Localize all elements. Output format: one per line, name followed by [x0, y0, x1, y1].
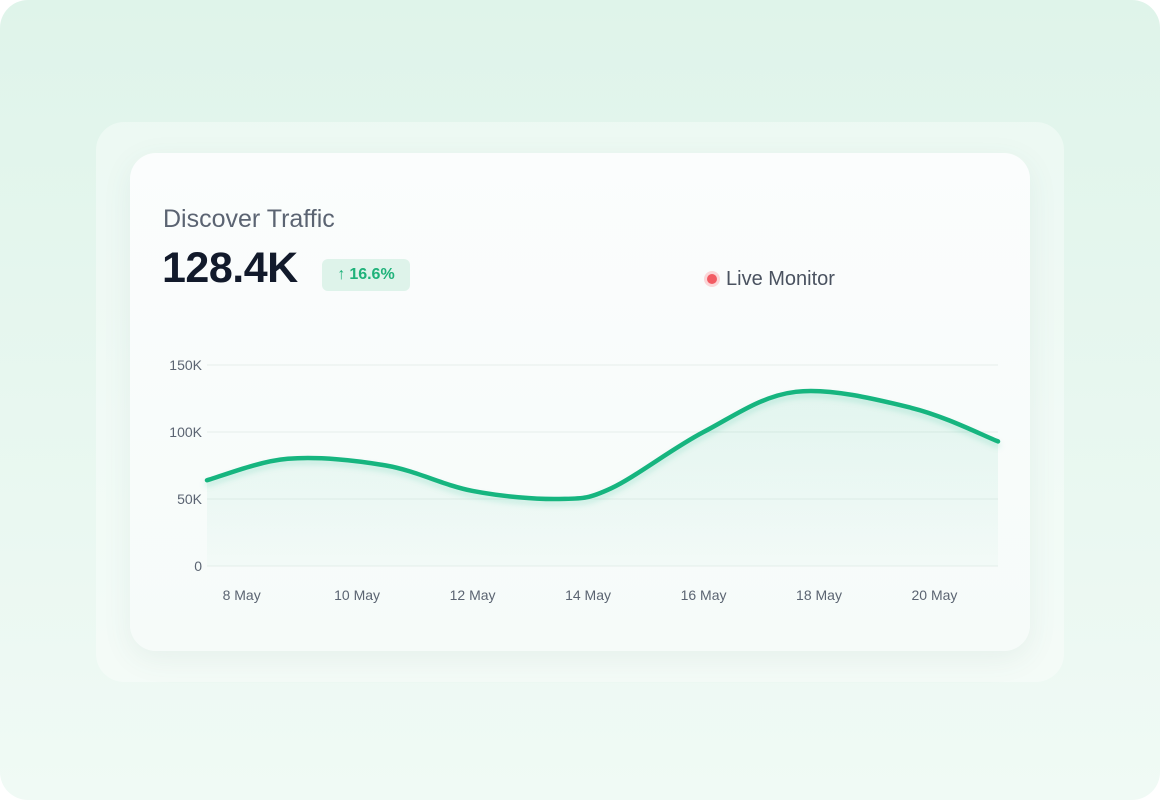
x-tick-label: 10 May: [334, 587, 380, 603]
x-tick-label: 18 May: [796, 587, 842, 603]
x-tick-label: 8 May: [223, 587, 261, 603]
x-axis-ticks: 8 May 10 May 12 May 14 May 16 May 18 May 20 Ma…: [223, 587, 958, 603]
change-badge: ↑ 16.6%: [322, 259, 410, 291]
y-tick-label: 150K: [169, 357, 202, 373]
area-layer: [207, 390, 998, 566]
y-tick-label: 0: [194, 558, 202, 574]
card-title: Discover Traffic: [163, 205, 335, 233]
series-line: [204, 388, 1001, 502]
y-axis-ticks: 0 50K 100K 150K: [169, 357, 202, 574]
series-area: [207, 390, 998, 566]
y-tick-label: 100K: [169, 424, 202, 440]
x-tick-label: 16 May: [681, 587, 727, 603]
traffic-total: 128.4K: [162, 244, 298, 292]
live-monitor-indicator[interactable]: Live Monitor: [704, 266, 835, 292]
y-tick-label: 50K: [177, 491, 203, 507]
live-dot-icon: [707, 274, 717, 284]
live-monitor-label: Live Monitor: [726, 267, 835, 290]
arrow-up-icon: ↑: [337, 266, 346, 283]
x-tick-label: 14 May: [565, 587, 611, 603]
line-layer: [204, 388, 1001, 502]
x-tick-label: 20 May: [912, 587, 958, 603]
change-value: 16.6%: [349, 266, 395, 283]
x-tick-label: 12 May: [450, 587, 496, 603]
